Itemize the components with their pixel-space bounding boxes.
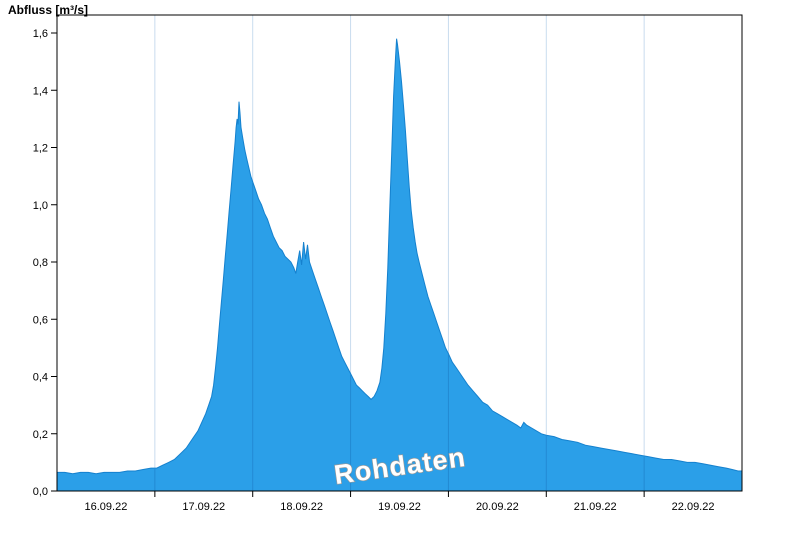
x-tick-label: 21.09.22 [574,501,617,513]
y-axis-title: Abfluss [m³/s] [8,3,88,17]
y-tick-label: 1,0 [33,200,48,212]
axis-labels: 0,0 0,2 0,4 0,6 0,8 1,0 1,2 1,4 1,6 16.09.22 17.09… [33,28,715,513]
x-tick-label: 22.09.22 [672,501,715,513]
y-tick-label: 1,6 [33,28,48,40]
discharge-line [57,38,742,475]
y-tick-label: 0,8 [33,257,48,269]
x-tick-label: 16.09.22 [85,501,128,513]
y-tick-label: 1,2 [33,143,48,155]
x-tick-label: 19.09.22 [378,501,421,513]
axis-ticks [51,32,645,497]
gridlines-under [154,15,645,491]
y-tick-label: 0,6 [33,314,48,326]
y-tick-label: 0,2 [33,429,48,441]
gridlines-over [154,182,645,491]
x-tick-label: 18.09.22 [280,501,323,513]
x-tick-label: 20.09.22 [476,501,519,513]
y-tick-label: 1,4 [33,85,48,97]
y-tick-label: 0,4 [33,372,48,384]
discharge-area-series [57,38,742,491]
y-tick-label: 0,0 [33,486,48,498]
discharge-area [57,38,742,491]
plot-border [56,14,743,492]
x-tick-label: 17.09.22 [182,501,225,513]
